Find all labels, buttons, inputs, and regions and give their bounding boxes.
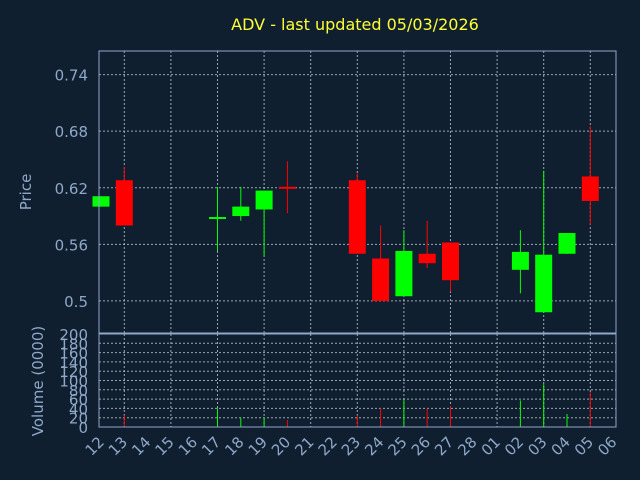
candle-body <box>558 233 576 254</box>
volume-tick-label: 120 <box>59 363 88 381</box>
candle-body <box>92 196 110 207</box>
candle-body <box>395 250 413 297</box>
volume-tick-label: 100 <box>59 373 88 391</box>
candle-body <box>209 216 226 219</box>
volume-tick-label: 60 <box>69 391 88 409</box>
chart-title: ADV - last updated 05/03/2026 <box>231 15 479 34</box>
volume-tick-label: 160 <box>59 345 88 363</box>
candle-body <box>372 258 390 301</box>
volume-tick-label: 80 <box>69 382 88 400</box>
price-tick-label: 0.62 <box>55 180 88 198</box>
volume-tick-label: 200 <box>59 326 88 344</box>
candle-body <box>232 206 250 217</box>
x-tick-labels: 1213141516171819202122232425262728010203… <box>82 433 621 459</box>
candle-body <box>348 180 366 254</box>
price-tick-label: 0.74 <box>55 67 88 85</box>
volume-tick-label: 140 <box>59 354 88 372</box>
volume-tick-label: 180 <box>59 335 88 353</box>
price-axis-label: Price <box>17 174 35 211</box>
candle-body <box>581 176 599 201</box>
candle-body <box>278 186 296 189</box>
candle-body <box>115 180 133 226</box>
price-panel-frame <box>98 50 617 334</box>
price-tick-label: 0.5 <box>64 293 88 311</box>
volume-axis-label: Volume (0000) <box>29 326 47 436</box>
volume-bars <box>123 384 591 427</box>
price-tick-label: 0.56 <box>55 236 88 254</box>
candle-body <box>442 242 459 281</box>
price-tick-label: 0.68 <box>55 123 88 141</box>
candles <box>92 126 599 313</box>
price-tick-labels: 0.74 0.68 0.62 0.56 0.5 <box>55 67 88 311</box>
candle-body <box>418 253 436 264</box>
volume-tick-label: 0 <box>78 419 88 437</box>
x-axis-label: Day <box>333 458 363 476</box>
candle-body <box>255 190 273 210</box>
volume-tick-label: 40 <box>69 400 88 418</box>
candle-body <box>511 251 529 270</box>
volume-panel-frame <box>98 333 617 428</box>
candle-body <box>535 254 553 313</box>
volume-tick-label: 20 <box>69 410 88 428</box>
